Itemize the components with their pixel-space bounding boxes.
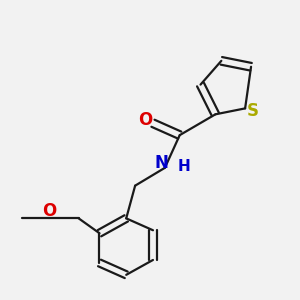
Text: N: N <box>155 154 169 172</box>
Text: S: S <box>247 102 259 120</box>
Text: H: H <box>178 159 190 174</box>
Text: O: O <box>42 202 56 220</box>
Text: O: O <box>138 111 153 129</box>
